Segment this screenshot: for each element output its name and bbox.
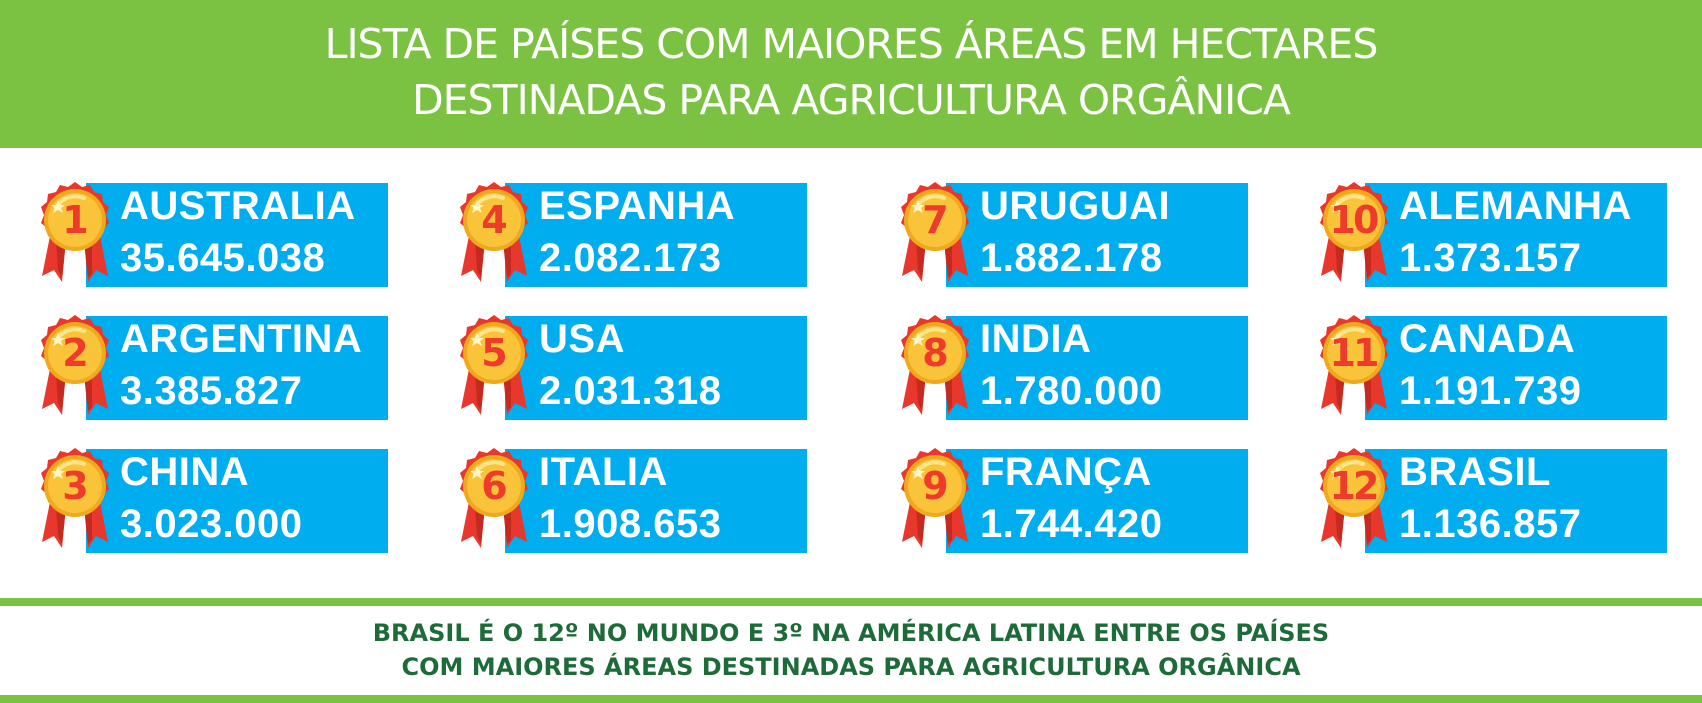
footer-note: BRASIL É O 12º NO MUNDO E 3º NA AMÉRICA … [0, 606, 1702, 695]
medal-icon: 2 [36, 311, 116, 421]
hectares-value: 2.031.318 [539, 369, 722, 413]
ranking-card: 1 AUSTRALIA 35.645.038 [36, 178, 388, 287]
medal-icon: 5 [455, 311, 535, 421]
ranking-card: 6 ITALIA 1.908.653 [455, 444, 807, 553]
hectares-value: 2.082.173 [539, 236, 722, 280]
country-name: FRANÇA [980, 450, 1152, 494]
rank-number: 6 [481, 464, 507, 508]
rank-number: 7 [922, 198, 948, 242]
country-name: CANADA [1399, 317, 1576, 361]
ranking-card-background [86, 183, 388, 287]
country-name: INDIA [980, 317, 1092, 361]
rank-number: 3 [62, 464, 88, 508]
footer-line-2: COM MAIORES ÁREAS DESTINADAS PARA AGRICU… [401, 653, 1301, 681]
page-title-line-2: DESTINADAS PARA AGRICULTURA ORGÂNICA [412, 76, 1291, 124]
ranking-card: 5 USA 2.031.318 [455, 311, 807, 420]
medal-icon: 1 [36, 178, 116, 288]
footer-divider-top [0, 598, 1702, 606]
country-name: URUGUAI [980, 184, 1171, 228]
ranking-card-background [1365, 316, 1667, 420]
ranking-card: 4 ESPANHA 2.082.173 [455, 178, 807, 287]
ranking-card-background [86, 449, 388, 553]
country-name: CHINA [120, 450, 250, 494]
hectares-value: 1.744.420 [980, 502, 1163, 546]
rank-number: 10 [1329, 198, 1380, 242]
ranking-card-background [946, 183, 1248, 287]
page-title-line-1: LISTA DE PAÍSES COM MAIORES ÁREAS EM HEC… [324, 20, 1379, 68]
hectares-value: 1.882.178 [980, 236, 1163, 280]
ranking-card: 9 FRANÇA 1.744.420 [896, 444, 1248, 553]
ranking-card-background [946, 449, 1248, 553]
rank-number: 4 [481, 198, 507, 242]
rank-number: 11 [1329, 331, 1380, 375]
ranking-card: 7 URUGUAI 1.882.178 [896, 178, 1248, 287]
footer-line-1: BRASIL É O 12º NO MUNDO E 3º NA AMÉRICA … [372, 619, 1330, 647]
country-name: AUSTRALIA [120, 184, 356, 228]
ranking-card-background [1365, 449, 1667, 553]
rank-number: 9 [922, 464, 948, 508]
country-name: ALEMANHA [1399, 184, 1632, 228]
ranking-card-background [505, 316, 807, 420]
medal-icon: 7 [896, 178, 976, 288]
medal-icon: 3 [36, 444, 116, 554]
country-name: ARGENTINA [120, 317, 363, 361]
hectares-value: 35.645.038 [120, 236, 326, 280]
hectares-value: 1.136.857 [1399, 502, 1582, 546]
footer-divider-bottom [0, 695, 1702, 703]
hectares-value: 3.385.827 [120, 369, 303, 413]
medal-icon: 10 [1315, 178, 1395, 288]
country-name: BRASIL [1399, 450, 1551, 494]
medal-icon: 4 [455, 178, 535, 288]
ranking-card: 3 CHINA 3.023.000 [36, 444, 388, 553]
medal-icon: 11 [1315, 311, 1395, 421]
ranking-card: 8 INDIA 1.780.000 [896, 311, 1248, 420]
hectares-value: 3.023.000 [120, 502, 303, 546]
ranking-card: 2 ARGENTINA 3.385.827 [36, 311, 388, 420]
ranking-card: 10 ALEMANHA 1.373.157 [1315, 178, 1667, 287]
ranking-card-background [86, 316, 388, 420]
medal-icon: 8 [896, 311, 976, 421]
rank-number: 12 [1329, 464, 1380, 508]
country-name: USA [539, 317, 625, 361]
ranking-card: 12 BRASIL 1.136.857 [1315, 444, 1667, 553]
ranking-card: 11 CANADA 1.191.739 [1315, 311, 1667, 420]
rank-number: 2 [62, 331, 88, 375]
hectares-value: 1.908.653 [539, 502, 722, 546]
hectares-value: 1.780.000 [980, 369, 1163, 413]
medal-icon: 9 [896, 444, 976, 554]
ranking-card-background [946, 316, 1248, 420]
hectares-value: 1.191.739 [1399, 369, 1582, 413]
header-banner: LISTA DE PAÍSES COM MAIORES ÁREAS EM HEC… [0, 0, 1702, 148]
rank-number: 1 [62, 198, 88, 242]
rank-number: 8 [922, 331, 948, 375]
country-name: ESPANHA [539, 184, 736, 228]
ranking-card-background [505, 183, 807, 287]
country-name: ITALIA [539, 450, 668, 494]
medal-icon: 6 [455, 444, 535, 554]
hectares-value: 1.373.157 [1399, 236, 1582, 280]
rank-number: 5 [481, 331, 507, 375]
ranking-card-background [505, 449, 807, 553]
ranking-card-background [1365, 183, 1667, 287]
medal-icon: 12 [1315, 444, 1395, 554]
